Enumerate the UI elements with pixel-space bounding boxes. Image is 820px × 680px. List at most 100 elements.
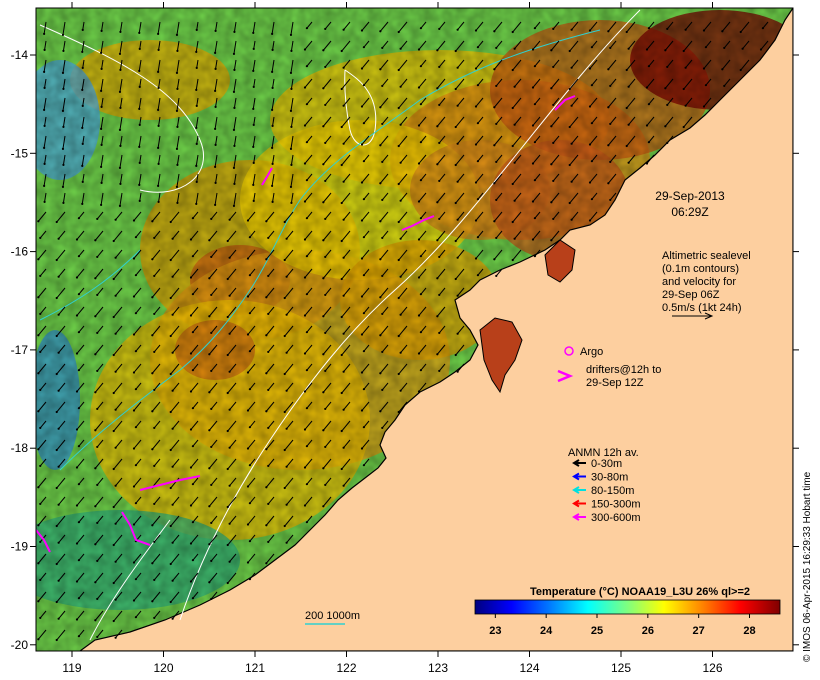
velocity-arrow-head (37, 220, 40, 223)
velocity-arrow-head (175, 147, 179, 150)
velocity-arrow (609, 192, 617, 201)
velocity-arrow (306, 515, 313, 523)
velocity-arrow (115, 363, 123, 373)
velocity-arrow-head (77, 331, 81, 334)
velocity-arrow-head (271, 200, 274, 203)
velocity-arrow-head (397, 220, 400, 224)
velocity-arrow (420, 363, 427, 371)
velocity-arrow (304, 306, 313, 316)
velocity-arrow-head (96, 293, 99, 297)
velocity-arrow-head (283, 220, 286, 224)
velocity-arrow-head (645, 162, 649, 165)
velocity-arrow-head (248, 350, 252, 353)
velocity-arrow-head (55, 448, 58, 452)
velocity-arrow (322, 382, 332, 393)
velocity-arrow (379, 287, 389, 298)
velocity-arrow (94, 344, 104, 355)
velocity-arrow-head (134, 388, 138, 391)
velocity-arrow (100, 154, 104, 167)
velocity-arrow (229, 553, 237, 563)
velocity-arrow (253, 154, 256, 163)
velocity-arrow (76, 230, 85, 240)
velocity-arrow-head (305, 407, 309, 410)
velocity-arrow (267, 344, 275, 353)
velocity-arrow-head (290, 87, 293, 90)
velocity-arrow (646, 78, 655, 88)
velocity-arrow (418, 306, 427, 316)
velocity-arrow (550, 192, 560, 203)
velocity-arrow (286, 496, 294, 506)
velocity-arrow (39, 382, 47, 391)
velocity-arrow (420, 21, 427, 29)
velocity-arrow (589, 173, 598, 183)
velocity-arrow (475, 173, 484, 183)
velocity-arrow-head (37, 638, 40, 641)
velocity-arrow (363, 458, 370, 466)
velocity-arrow (247, 363, 256, 373)
velocity-arrow (703, 21, 712, 31)
lon-tick-label: 124 (519, 661, 539, 675)
velocity-arrow-head (627, 85, 630, 88)
velocity-arrow-head (233, 182, 236, 185)
velocity-arrow (550, 116, 560, 127)
velocity-arrow-head (495, 160, 498, 164)
velocity-arrow-head (664, 125, 667, 128)
velocity-arrow (58, 534, 66, 544)
velocity-arrow-head (112, 581, 115, 585)
velocity-arrow-head (399, 85, 402, 88)
velocity-arrow-head (153, 388, 156, 392)
svg-text:(0.1m contours): (0.1m contours) (662, 263, 739, 275)
velocity-arrow-head (39, 578, 42, 582)
velocity-arrow-head (322, 315, 325, 318)
velocity-arrow (341, 192, 351, 204)
velocity-arrow-head (285, 465, 288, 468)
velocity-arrow (400, 40, 408, 50)
velocity-arrow-head (342, 180, 345, 183)
velocity-arrow-head (132, 599, 136, 602)
velocity-arrow (196, 173, 199, 182)
velocity-arrow-head (195, 88, 198, 91)
velocity-arrow (286, 382, 294, 392)
velocity-arrow-head (37, 258, 40, 261)
velocity-arrow-head (169, 220, 172, 224)
velocity-arrow-head (208, 277, 211, 280)
velocity-arrow-head (246, 485, 250, 488)
velocity-arrow (81, 40, 85, 52)
velocity-arrow (78, 591, 85, 599)
velocity-arrow (322, 268, 332, 279)
velocity-arrow-head (684, 104, 687, 107)
velocity-arrow (62, 154, 66, 165)
velocity-arrow-head (419, 179, 423, 182)
velocity-arrow-head (647, 141, 651, 144)
velocity-arrow (420, 97, 427, 105)
velocity-arrow-head (609, 46, 612, 50)
velocity-arrow (190, 496, 199, 506)
velocity-arrow-head (682, 87, 685, 91)
velocity-arrow (151, 401, 161, 412)
velocity-arrow (267, 268, 275, 277)
velocity-arrow (271, 173, 275, 186)
velocity-arrow-head (550, 87, 553, 90)
velocity-arrow (115, 439, 123, 449)
velocity-arrow-head (112, 391, 115, 395)
velocity-arrow (361, 439, 370, 449)
velocity-arrow-head (208, 315, 211, 318)
velocity-arrow-head (721, 68, 724, 71)
velocity-arrow-head (533, 27, 537, 30)
velocity-arrow-head (417, 352, 421, 355)
velocity-arrow (475, 59, 484, 69)
velocity-arrow (723, 40, 731, 49)
velocity-arrow-head (191, 369, 195, 372)
velocity-arrow (265, 401, 275, 412)
velocity-arrow-head (246, 447, 250, 450)
velocity-arrow (418, 40, 427, 50)
velocity-arrow-head (96, 559, 99, 563)
velocity-arrow (176, 40, 180, 51)
velocity-arrow-head (228, 484, 231, 487)
velocity-arrow-head (37, 600, 40, 603)
velocity-arrow (495, 40, 503, 49)
velocity-arrow-head (189, 580, 193, 583)
velocity-arrow-head (552, 27, 555, 31)
velocity-arrow-head (191, 255, 195, 258)
velocity-arrow (133, 591, 142, 601)
